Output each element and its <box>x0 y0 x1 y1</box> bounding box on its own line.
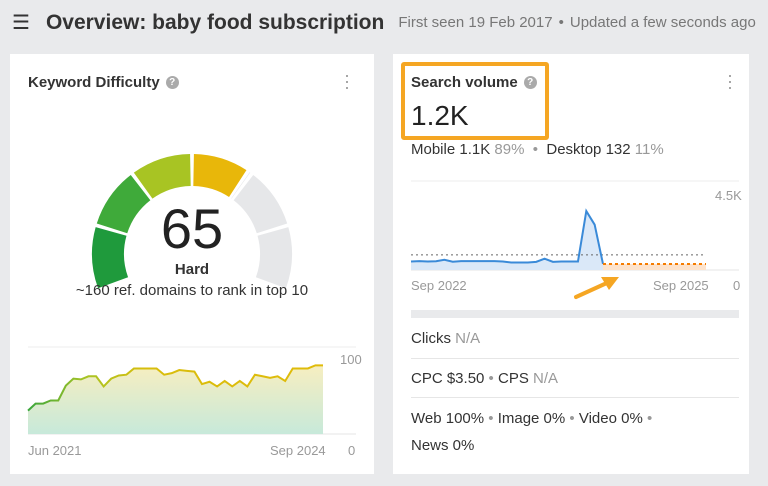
kd-title: Keyword Difficulty <box>28 74 160 91</box>
gauge-segment-filled <box>133 154 191 199</box>
arrow-annotation <box>574 280 611 299</box>
first-seen: First seen 19 Feb 2017 <box>398 14 553 31</box>
sv-title: Search volume <box>411 74 518 91</box>
search-volume-card: Search volume? · · · 1.2K Mobile 1.1K 89% … <box>393 54 749 474</box>
sv-area <box>411 211 603 270</box>
mobile-value: 1.1K <box>459 141 491 158</box>
divider <box>411 397 739 398</box>
clicks: Clicks N/A <box>411 330 481 347</box>
desktop-value: 132 <box>605 141 631 158</box>
gauge-segment-filled <box>96 174 151 234</box>
keyword-difficulty-card: Keyword Difficulty? · · · 65 Hard ~160 ref… <box>10 54 374 474</box>
y-tick-label: 100 <box>340 352 362 367</box>
divider <box>411 358 739 359</box>
x-tick-label: Sep 2022 <box>411 278 467 293</box>
serp-types: Web 100% • Image 0% • Video 0% • <box>411 410 653 427</box>
y-tick-label: 0 <box>348 443 356 458</box>
more-options-icon[interactable]: · · · <box>727 65 733 97</box>
separator: • <box>558 14 564 31</box>
sv-history-chart <box>410 180 739 299</box>
gauge-segment-empty <box>255 227 293 289</box>
y-tick-label: 0 <box>733 278 741 293</box>
arrow-head <box>601 277 619 290</box>
kd-gauge <box>91 154 293 289</box>
hamburger-icon[interactable]: ☰ <box>12 12 30 34</box>
more-options-icon[interactable]: · · · <box>344 65 350 97</box>
serp-news: News 0% <box>411 437 475 454</box>
sv-line <box>410 208 604 265</box>
help-icon[interactable]: ? <box>523 76 537 89</box>
desktop-label: Desktop <box>546 141 602 158</box>
help-icon[interactable]: ? <box>165 76 179 89</box>
x-tick-label: Sep 2025 <box>653 278 709 293</box>
gauge-segment-empty <box>231 172 251 199</box>
x-tick-label: Sep 2024 <box>270 443 326 458</box>
gauge-segment-filled <box>91 227 129 289</box>
mobile-pct: 89% <box>494 141 525 158</box>
gauge-segment-empty <box>233 174 288 234</box>
mobile-label: Mobile <box>411 141 456 158</box>
x-tick-label: Jun 2021 <box>28 443 82 458</box>
cpc-cps: CPC $3.50 • CPS N/A <box>411 370 559 387</box>
kd-score: 65 <box>160 197 224 260</box>
page-header: ☰ Overview: baby food subscription First… <box>12 10 756 35</box>
updated: Updated a few seconds ago <box>569 14 756 31</box>
highlight-box <box>401 62 549 140</box>
page-title: Overview: baby food subscription <box>45 10 385 34</box>
kd-history-chart <box>27 346 356 435</box>
forecast-area <box>603 263 706 270</box>
scrollbar[interactable] <box>411 310 739 318</box>
y-tick-label: 4.5K <box>715 188 742 203</box>
device-split: Mobile 1.1K 89% • Desktop 132 11% <box>411 141 664 158</box>
sv-value: 1.2K <box>411 100 469 131</box>
gauge-segment-filled <box>193 154 247 197</box>
desktop-pct: 11% <box>634 141 664 158</box>
kd-subtitle: ~160 ref. domains to rank in top 10 <box>75 282 309 299</box>
kd-line <box>27 364 323 412</box>
kd-level: Hard <box>174 261 210 278</box>
kd-area <box>28 365 323 434</box>
